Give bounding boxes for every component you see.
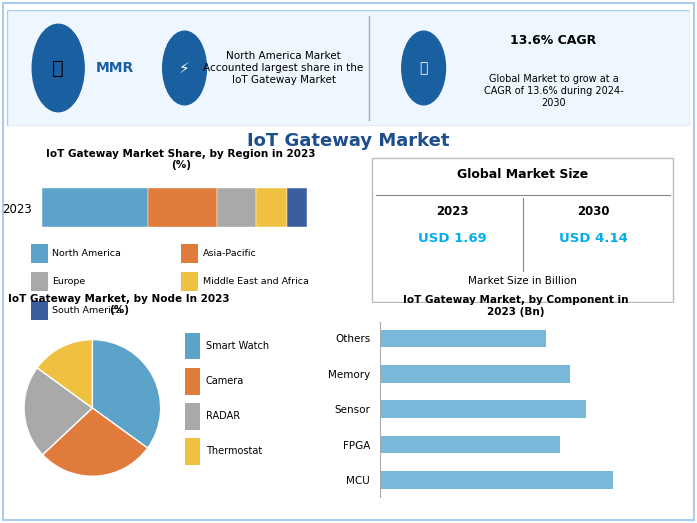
Text: 🌐: 🌐 — [52, 59, 64, 77]
Wedge shape — [37, 339, 93, 408]
Text: 13.6% CAGR: 13.6% CAGR — [510, 34, 597, 47]
Wedge shape — [43, 408, 148, 476]
Bar — [185, 438, 200, 465]
Bar — [42, 188, 148, 228]
Bar — [31, 272, 48, 291]
Text: IoT Gateway Market: IoT Gateway Market — [247, 132, 450, 150]
Bar — [185, 368, 200, 394]
Text: North America: North America — [52, 249, 121, 258]
Text: North America Market
Accounted largest share in the
IoT Gateway Market: North America Market Accounted largest s… — [204, 51, 364, 85]
Text: Asia-Pacific: Asia-Pacific — [203, 249, 256, 258]
Wedge shape — [92, 339, 160, 448]
Text: Smart Watch: Smart Watch — [206, 341, 269, 351]
Bar — [181, 244, 198, 263]
Text: 🔥: 🔥 — [420, 61, 428, 75]
Text: IoT Gateway Market, by Component in
2023 (Bn): IoT Gateway Market, by Component in 2023… — [403, 295, 629, 317]
Text: Europe: Europe — [52, 278, 86, 287]
Text: Global Market to grow at a
CAGR of 13.6% during 2024-
2030: Global Market to grow at a CAGR of 13.6%… — [484, 74, 623, 108]
Text: USD 4.14: USD 4.14 — [559, 232, 628, 245]
Bar — [380, 471, 613, 489]
Text: RADAR: RADAR — [206, 411, 240, 422]
Text: 2030: 2030 — [577, 204, 610, 218]
Text: Middle East and Africa: Middle East and Africa — [203, 278, 309, 287]
Bar — [181, 272, 198, 291]
Text: Global Market Size: Global Market Size — [457, 168, 588, 181]
Text: IoT Gateway Market, by Node In 2023
(%): IoT Gateway Market, by Node In 2023 (%) — [8, 294, 230, 315]
Wedge shape — [24, 368, 92, 454]
Text: Camera: Camera — [206, 376, 244, 386]
Bar — [31, 244, 48, 263]
Circle shape — [401, 31, 445, 105]
Text: South America: South America — [52, 306, 122, 315]
FancyBboxPatch shape — [7, 10, 690, 126]
Text: Market Size in Billion: Market Size in Billion — [468, 276, 577, 287]
Text: ⚡: ⚡ — [179, 61, 190, 75]
Text: USD 1.69: USD 1.69 — [418, 232, 487, 245]
Bar — [185, 403, 200, 430]
Title: IoT Gateway Market Share, by Region in 2023
(%): IoT Gateway Market Share, by Region in 2… — [47, 149, 316, 170]
Circle shape — [162, 31, 206, 105]
Text: MMR: MMR — [95, 61, 134, 75]
Bar — [287, 188, 307, 228]
Text: 2023: 2023 — [436, 204, 468, 218]
Bar — [148, 188, 217, 228]
Circle shape — [32, 24, 84, 112]
Bar — [380, 329, 546, 347]
Text: Thermostat: Thermostat — [206, 447, 262, 457]
Bar — [380, 365, 569, 383]
Bar — [31, 301, 48, 320]
Bar — [380, 401, 586, 418]
Bar — [256, 188, 287, 228]
Bar — [185, 333, 200, 359]
Bar — [380, 436, 560, 453]
Bar — [217, 188, 256, 228]
